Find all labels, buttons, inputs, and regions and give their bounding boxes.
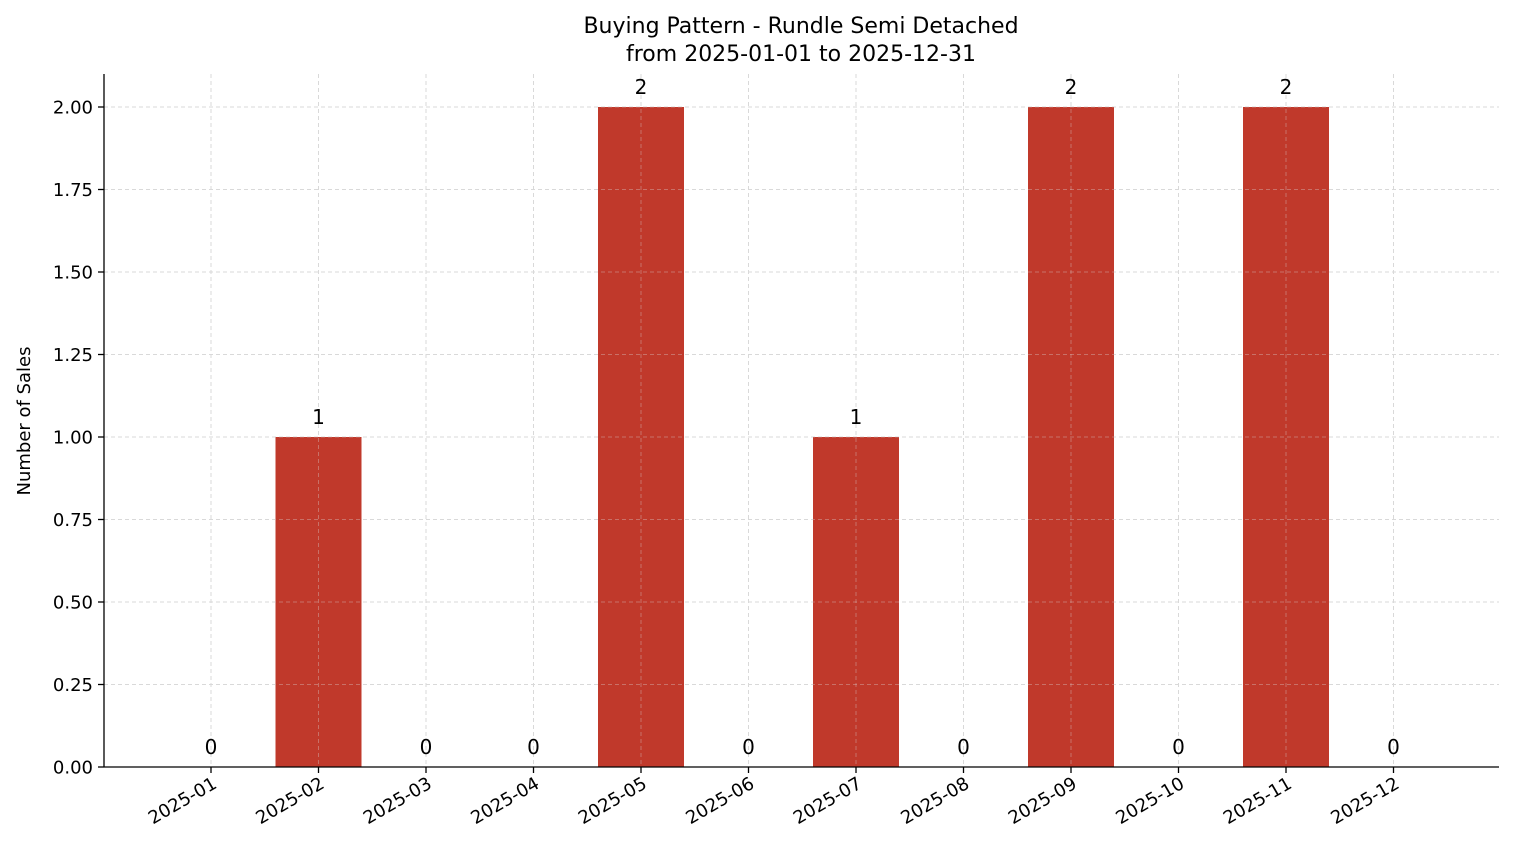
data-label: 0: [205, 735, 218, 759]
data-label: 1: [850, 405, 863, 429]
data-label: 0: [420, 735, 433, 759]
chart-title-line-1: Buying Pattern - Rundle Semi Detached: [583, 14, 1018, 39]
data-label: 0: [527, 735, 540, 759]
y-tick-label: 1.25: [53, 345, 93, 366]
bars: [275, 107, 1329, 767]
x-tick-label: 2025-05: [575, 773, 651, 829]
data-labels: 0 1 0 0 2 0 1 0 2 0 2 0: [205, 75, 1400, 759]
x-tick-label: 2025-06: [682, 773, 758, 829]
bar: [275, 437, 362, 767]
y-tick-label: 1.00: [53, 428, 93, 449]
x-tick-label: 2025-02: [252, 773, 328, 829]
x-tick-label: 2025-07: [790, 773, 866, 829]
y-tick-label: 2.00: [53, 98, 93, 119]
x-tick-label: 2025-09: [1005, 773, 1081, 829]
x-tick-label: 2025-08: [897, 773, 973, 829]
data-label: 1: [312, 405, 325, 429]
tick-labels: 0.00 0.25 0.50 0.75 1.00 1.25 1.50 1.75 2.00 2025…: [53, 98, 1403, 829]
x-tick-label: 2025-10: [1112, 773, 1188, 829]
data-label: 2: [1065, 75, 1078, 99]
x-tick-label: 2025-12: [1327, 773, 1403, 829]
x-tick-label: 2025-03: [360, 773, 436, 829]
y-tick-label: 0.50: [53, 593, 93, 614]
axes: [98, 74, 1499, 773]
bar: [1028, 107, 1114, 767]
data-label: 0: [1387, 735, 1400, 759]
y-tick-label: 0.25: [53, 675, 93, 696]
chart-title-line-2: from 2025-01-01 to 2025-12-31: [626, 42, 976, 67]
data-label: 2: [635, 75, 648, 99]
bar: [813, 437, 899, 767]
data-label: 0: [1172, 735, 1185, 759]
x-tick-label: 2025-04: [467, 773, 543, 829]
x-tick-label: 2025-11: [1220, 773, 1296, 829]
y-tick-label: 1.75: [53, 180, 93, 201]
bar: [598, 107, 684, 767]
data-label: 0: [742, 735, 755, 759]
y-axis-label: Number of Sales: [14, 346, 35, 495]
y-tick-label: 0.75: [53, 510, 93, 531]
data-label: 2: [1280, 75, 1293, 99]
data-label: 0: [957, 735, 970, 759]
bar: [1243, 107, 1329, 767]
x-tick-label: 2025-01: [145, 773, 221, 829]
y-tick-label: 1.50: [53, 263, 93, 284]
y-tick-label: 0.00: [53, 758, 93, 779]
